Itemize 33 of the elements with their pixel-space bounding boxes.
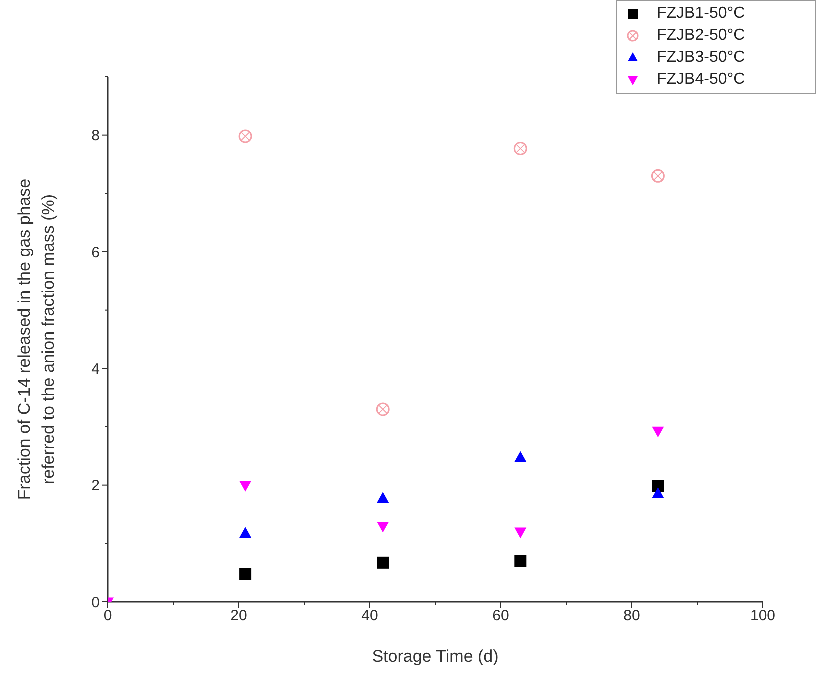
x-tick-label: 80 <box>624 608 640 625</box>
y-tick-label: 4 <box>92 360 100 378</box>
point <box>651 169 665 183</box>
point <box>238 130 252 144</box>
point <box>652 487 664 498</box>
point <box>377 522 390 533</box>
legend-label: FZJB2-50°C <box>657 27 746 45</box>
point <box>514 142 528 156</box>
y-axis-title: Fraction of C-14 released in the gas phase referred to the anion fraction mass (%) <box>15 178 58 500</box>
point <box>514 528 527 539</box>
legend-label: FZJB3-50°C <box>657 49 746 67</box>
legend-label: FZJB4-50°C <box>657 71 746 89</box>
point <box>240 527 252 538</box>
y-tick-label: 6 <box>92 244 100 262</box>
y-tick-label: 0 <box>92 594 100 612</box>
point <box>376 402 390 416</box>
point <box>377 556 390 569</box>
y-tick-label: 8 <box>92 128 100 145</box>
point <box>514 451 527 462</box>
x-axis-title: Storage Time (d) <box>372 647 499 666</box>
point <box>240 481 252 492</box>
point <box>377 492 390 503</box>
point <box>652 480 664 492</box>
x-tick-label: 40 <box>362 608 378 625</box>
point <box>240 568 252 580</box>
point <box>514 555 527 568</box>
x-tick-label: 0 <box>104 608 112 625</box>
point <box>652 426 664 438</box>
x-tick-label: 60 <box>492 608 510 625</box>
x-tick-label: 20 <box>230 608 248 625</box>
y-tick-label: 2 <box>92 478 100 495</box>
x-tick-label: 100 <box>750 608 776 625</box>
legend-label: FZJB1-50°C <box>657 5 746 23</box>
